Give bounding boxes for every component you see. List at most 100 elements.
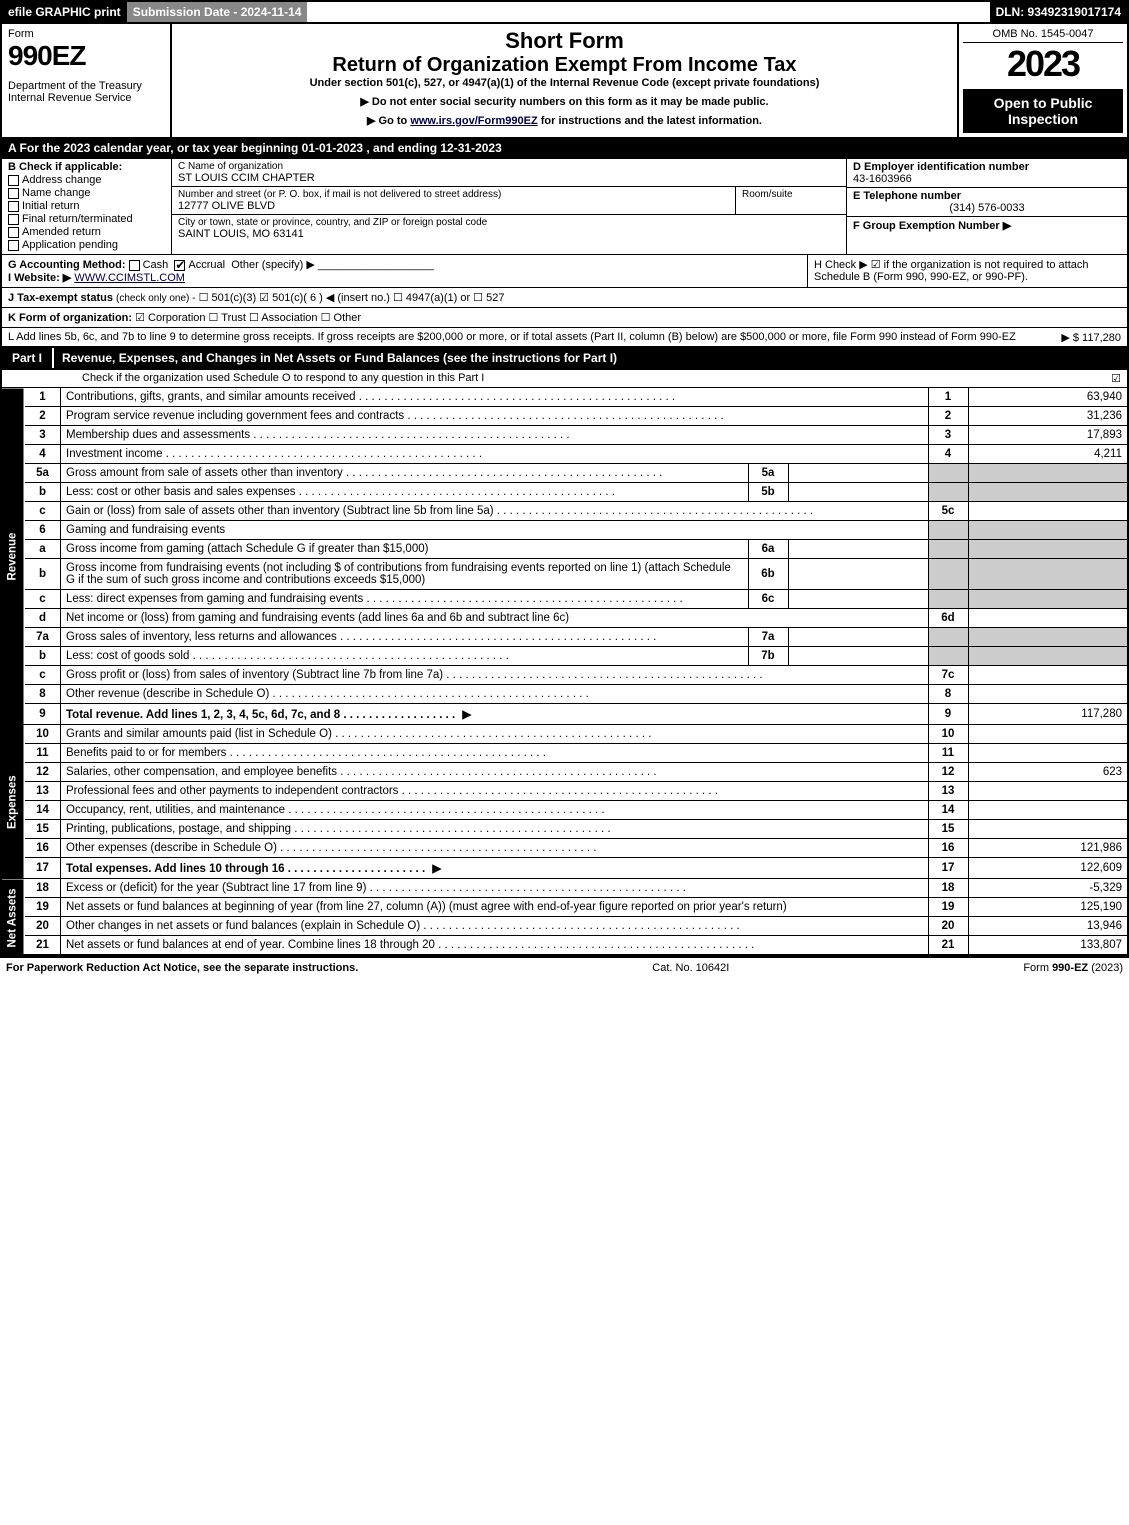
mv7b [788,647,928,666]
v11 [968,744,1128,763]
n1: 1 [25,388,61,407]
department-label: Department of the Treasury Internal Reve… [8,80,164,104]
n5b: b [25,483,61,502]
block-bcdef: B Check if applicable: Address change Na… [0,159,1129,254]
v1: 63,940 [968,388,1128,407]
efile-label: efile GRAPHIC print [2,2,127,22]
section-c: C Name of organization ST LOUIS CCIM CHA… [172,159,847,254]
revenue-vlabel: Revenue [1,388,25,725]
chk-initial-return[interactable]: Initial return [8,200,165,212]
header-center: Short Form Return of Organization Exempt… [172,24,957,137]
n16: 16 [25,839,61,858]
chk-address-change[interactable]: Address change [8,174,165,186]
line-2: 2 Program service revenue including gove… [1,407,1128,426]
top-bar: efile GRAPHIC print Submission Date - 20… [0,0,1129,24]
arrow-icon-17 [428,863,445,875]
chk-accrual[interactable] [174,260,185,271]
line-21: 21 Net assets or fund balances at end of… [1,936,1128,956]
chk-amended-return[interactable]: Amended return [8,226,165,238]
n18: 18 [25,879,61,898]
line-10: Expenses 10 Grants and similar amounts p… [1,725,1128,744]
instr2-suffix: for instructions and the latest informat… [538,115,762,127]
n6a: a [25,540,61,559]
l-text: L Add lines 5b, 6c, and 7b to line 9 to … [8,331,1016,343]
mv7a [788,628,928,647]
line-9: 9 Total revenue. Add lines 1, 2, 3, 4, 5… [1,704,1128,725]
d14: Occupancy, rent, utilities, and maintena… [61,801,929,820]
m6c: 6c [748,590,788,609]
footer-right: Form Form 990-EZ (2023)990-EZ (2023) [1023,962,1123,974]
org-city: SAINT LOUIS, MO 63141 [178,228,840,240]
line-17: 17 Total expenses. Add lines 10 through … [1,858,1128,879]
v6b [968,559,1128,590]
part1-tag: Part I [2,348,54,368]
line-7b: b Less: cost of goods sold 7b [1,647,1128,666]
n2: 2 [25,407,61,426]
c-room-label: Room/suite [742,189,840,200]
v2: 31,236 [968,407,1128,426]
n10: 10 [25,725,61,744]
d10: Grants and similar amounts paid (list in… [61,725,929,744]
website-link[interactable]: WWW.CCIMSTL.COM [74,272,185,284]
chk-final-return[interactable]: Final return/terminated [8,213,165,225]
chk-cash[interactable] [129,260,140,271]
d6a: Gross income from gaming (attach Schedul… [61,540,749,559]
d11: Benefits paid to or for members [61,744,929,763]
d20: Other changes in net assets or fund bala… [61,917,929,936]
g-label: G Accounting Method: [8,259,126,271]
n15: 15 [25,820,61,839]
line-3: 3 Membership dues and assessments 3 17,8… [1,426,1128,445]
irs-link[interactable]: www.irs.gov/Form990EZ [410,115,537,127]
v20: 13,946 [968,917,1128,936]
v10 [968,725,1128,744]
ln13: 13 [928,782,968,801]
n9: 9 [25,704,61,725]
d17: Total expenses. Add lines 10 through 16 … [61,858,929,879]
j-label: J Tax-exempt status [8,292,113,304]
d6: Gaming and fundraising events [61,521,929,540]
form-label: Form [8,28,164,40]
instruction-1: ▶ Do not enter social security numbers o… [180,95,949,108]
page-footer: For Paperwork Reduction Act Notice, see … [0,956,1129,978]
line-5c: c Gain or (loss) from sale of assets oth… [1,502,1128,521]
row-h: H Check ▶ ☑ if the organization is not r… [807,255,1127,287]
n6c: c [25,590,61,609]
v8 [968,685,1128,704]
section-b: B Check if applicable: Address change Na… [2,159,172,254]
tax-year: 2023 [963,43,1123,85]
line-6c: c Less: direct expenses from gaming and … [1,590,1128,609]
mv6c [788,590,928,609]
n19: 19 [25,898,61,917]
n8: 8 [25,685,61,704]
ln6 [928,521,968,540]
chk-application-pending[interactable]: Application pending [8,239,165,251]
part1-title: Revenue, Expenses, and Changes in Net As… [54,348,1127,368]
n12: 12 [25,763,61,782]
n14: 14 [25,801,61,820]
m5b: 5b [748,483,788,502]
v5c [968,502,1128,521]
k-options: ☑ Corporation ☐ Trust ☐ Association ☐ Ot… [135,312,361,324]
line-6a: a Gross income from gaming (attach Sched… [1,540,1128,559]
d15: Printing, publications, postage, and shi… [61,820,929,839]
n5c: c [25,502,61,521]
part1-header: Part I Revenue, Expenses, and Changes in… [0,348,1129,370]
v5a [968,464,1128,483]
m6b: 6b [748,559,788,590]
mv5a [788,464,928,483]
d13: Professional fees and other payments to … [61,782,929,801]
chk-name-change[interactable]: Name change [8,187,165,199]
row-j: J Tax-exempt status (check only one) - ☐… [0,287,1129,307]
d12: Salaries, other compensation, and employ… [61,763,929,782]
n6d: d [25,609,61,628]
v6d [968,609,1128,628]
m7a: 7a [748,628,788,647]
mv6a [788,540,928,559]
ln5a [928,464,968,483]
ln6b [928,559,968,590]
j-options: ☐ 501(c)(3) ☑ 501(c)( 6 ) ◀ (insert no.)… [199,292,505,304]
d21: Net assets or fund balances at end of ye… [61,936,929,956]
n5a: 5a [25,464,61,483]
d5b: Less: cost or other basis and sales expe… [61,483,749,502]
c-street-label: Number and street (or P. O. box, if mail… [178,189,729,200]
